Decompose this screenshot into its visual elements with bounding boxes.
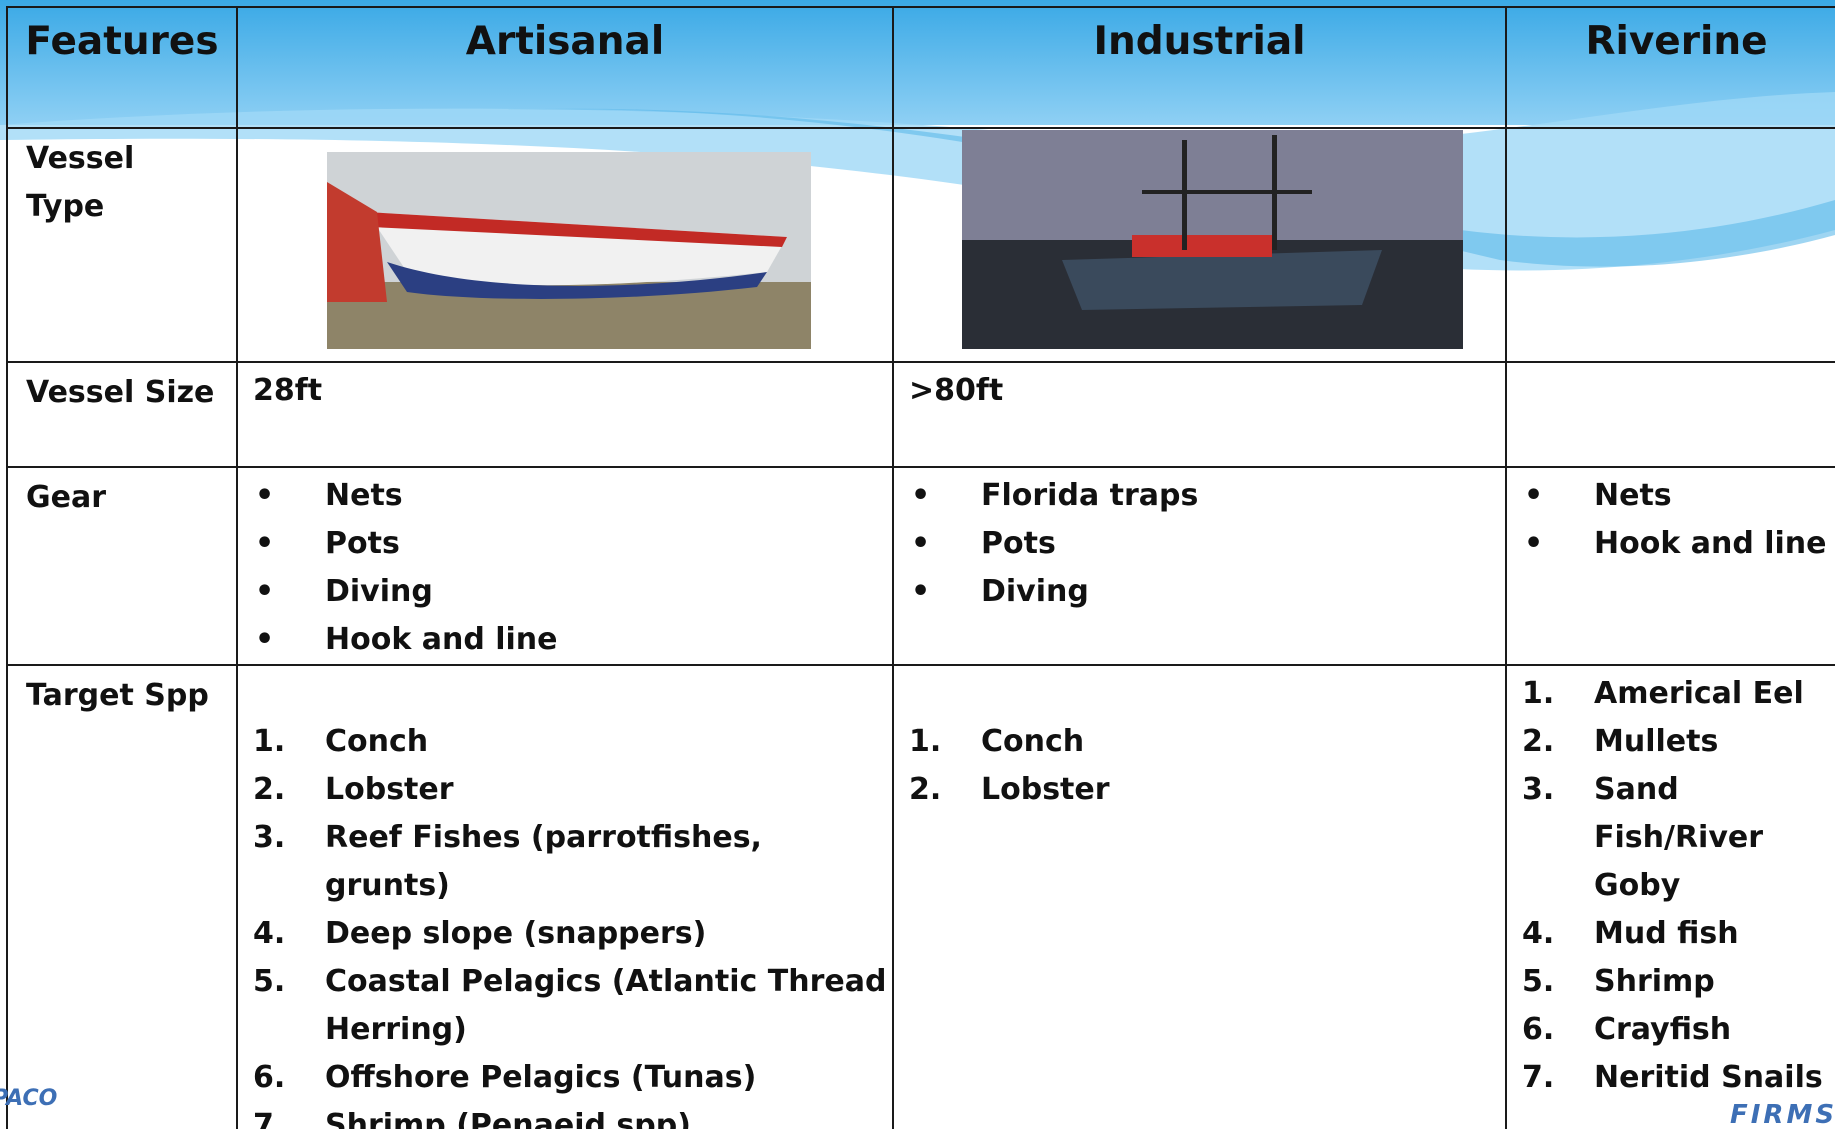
slide: Features Artisanal Industrial Riverine V… — [0, 0, 1835, 1129]
cell: NetsHook and line — [1506, 467, 1835, 665]
header-cell: Features — [7, 7, 237, 128]
list-item: Mullets — [1522, 718, 1835, 766]
header-cell: Industrial — [893, 7, 1506, 128]
list-item: Lobster — [909, 766, 1505, 814]
list-item: Americal Eel — [1522, 670, 1835, 718]
list-item: Conch — [909, 718, 1505, 766]
list-item: Reef Fishes (parrotfishes, grunts) — [253, 814, 892, 910]
list-item: Diving — [909, 568, 1505, 616]
cell: NetsPotsDivingHook and line — [237, 467, 893, 665]
list-item: Pots — [253, 520, 892, 568]
cell: Florida trapsPotsDiving — [893, 467, 1506, 665]
list-item: Pots — [909, 520, 1505, 568]
list-item: Hook and line — [1522, 520, 1835, 568]
artisanal-vessel-photo — [327, 152, 811, 349]
list-item: Hook and line — [253, 616, 892, 664]
row-label: Vessel Size — [7, 362, 237, 467]
cell: 28ft — [237, 362, 893, 467]
list-item: Offshore Pelagics (Tunas) — [253, 1054, 892, 1102]
cell — [1506, 128, 1835, 362]
list-item: Deep slope (snappers) — [253, 910, 892, 958]
list-item: Nets — [253, 472, 892, 520]
list-item: Coastal Pelagics (Atlantic Thread Herrin… — [253, 958, 892, 1054]
header-cell: Riverine — [1506, 7, 1835, 128]
list-item: Crayfish — [1522, 1006, 1835, 1054]
header-cell: Artisanal — [237, 7, 893, 128]
bullet-list: Florida trapsPotsDiving — [909, 472, 1505, 616]
cell: >80ft — [893, 362, 1506, 467]
list-item: Shrimp (Penaeid spp) — [253, 1102, 892, 1129]
list-item: Florida traps — [909, 472, 1505, 520]
row-label: Vessel Type — [7, 128, 237, 362]
row-label: Target Spp — [7, 665, 237, 1129]
list-item: Shrimp — [1522, 958, 1835, 1006]
cell — [1506, 362, 1835, 467]
row-label: Gear — [7, 467, 237, 665]
list-item: Neritid Snails — [1522, 1054, 1835, 1102]
bullet-list: NetsHook and line — [1522, 472, 1835, 568]
comparison-table: Features Artisanal Industrial Riverine V… — [6, 6, 1835, 1129]
bullet-list: NetsPotsDivingHook and line — [253, 472, 892, 664]
logo-right: FIRMS — [1730, 1100, 1835, 1129]
list-item: Diving — [253, 568, 892, 616]
logo-left: PACO — [0, 1086, 57, 1111]
industrial-vessel-photo — [962, 130, 1463, 349]
list-item: Conch — [253, 718, 892, 766]
list-item: Nets — [1522, 472, 1835, 520]
label-text: Vessel Type — [26, 135, 146, 231]
list-item: Sand Fish/River Goby — [1522, 766, 1835, 910]
list-item: Mud fish — [1522, 910, 1835, 958]
list-item: Lobster — [253, 766, 892, 814]
